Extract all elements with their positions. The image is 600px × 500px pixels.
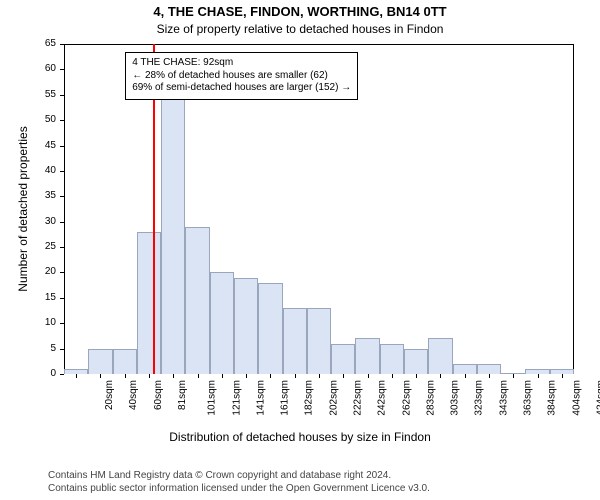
y-tick	[60, 272, 64, 273]
y-tick	[60, 349, 64, 350]
x-tick	[76, 374, 77, 378]
axis-left	[64, 44, 65, 374]
x-axis-label: Distribution of detached houses by size …	[0, 430, 600, 444]
x-tick	[343, 374, 344, 378]
x-tick-label: 384sqm	[547, 380, 558, 416]
axis-right	[573, 44, 574, 374]
x-tick-label: 262sqm	[401, 380, 412, 416]
histogram-bar	[113, 349, 137, 374]
annotation-line: 69% of semi-detached houses are larger (…	[132, 82, 351, 95]
x-tick	[222, 374, 223, 378]
x-tick-label: 283sqm	[425, 380, 436, 416]
x-tick-label: 182sqm	[304, 380, 315, 416]
x-tick	[198, 374, 199, 378]
y-tick	[60, 44, 64, 45]
x-tick-label: 363sqm	[523, 380, 534, 416]
x-tick-label: 161sqm	[280, 380, 291, 416]
x-tick-label: 60sqm	[153, 380, 164, 410]
x-tick	[513, 374, 514, 378]
x-tick-label: 121sqm	[231, 380, 242, 416]
axis-top	[64, 44, 574, 45]
footer-line: Contains HM Land Registry data © Crown c…	[0, 470, 391, 481]
histogram-bar	[210, 272, 234, 374]
x-tick-label: 242sqm	[377, 380, 388, 416]
y-tick	[60, 323, 64, 324]
y-tick	[60, 247, 64, 248]
y-tick	[60, 146, 64, 147]
x-tick	[489, 374, 490, 378]
x-tick	[538, 374, 539, 378]
x-tick	[416, 374, 417, 378]
histogram-bar	[477, 364, 501, 374]
annotation-box: 4 THE CHASE: 92sqm← 28% of detached hous…	[125, 52, 358, 100]
histogram-bar	[428, 338, 452, 374]
x-tick	[562, 374, 563, 378]
histogram-bar	[331, 344, 355, 374]
x-tick-label: 404sqm	[571, 380, 582, 416]
x-tick-label: 81sqm	[177, 380, 188, 410]
chart-title: 4, THE CHASE, FINDON, WORTHING, BN14 0TT	[0, 4, 600, 19]
x-tick	[125, 374, 126, 378]
x-tick-label: 202sqm	[328, 380, 339, 416]
annotation-line: 4 THE CHASE: 92sqm	[132, 57, 351, 70]
x-tick	[440, 374, 441, 378]
x-tick-label: 222sqm	[353, 380, 364, 416]
y-tick	[60, 120, 64, 121]
x-tick-label: 40sqm	[128, 380, 139, 410]
chart-subtitle: Size of property relative to detached ho…	[0, 22, 600, 36]
plot-area: 4 THE CHASE: 92sqm← 28% of detached hous…	[64, 44, 574, 374]
x-tick	[149, 374, 150, 378]
x-tick	[392, 374, 393, 378]
x-tick-label: 424sqm	[595, 380, 600, 416]
y-axis-label: Number of detached properties	[16, 44, 30, 374]
histogram-bar	[234, 278, 258, 374]
histogram-bar	[404, 349, 428, 374]
histogram-bar	[161, 95, 185, 374]
histogram-bar	[258, 283, 282, 374]
x-tick	[295, 374, 296, 378]
histogram-bar	[380, 344, 404, 374]
y-tick	[60, 374, 64, 375]
histogram-bar	[283, 308, 307, 374]
y-tick	[60, 95, 64, 96]
x-tick	[465, 374, 466, 378]
y-tick	[60, 196, 64, 197]
y-tick	[60, 222, 64, 223]
y-tick	[60, 171, 64, 172]
y-tick	[60, 298, 64, 299]
x-tick-label: 303sqm	[450, 380, 461, 416]
annotation-line: ← 28% of detached houses are smaller (62…	[132, 70, 351, 83]
y-tick	[60, 69, 64, 70]
histogram-bar	[355, 338, 379, 374]
x-tick	[246, 374, 247, 378]
x-tick	[270, 374, 271, 378]
histogram-bar	[137, 232, 161, 374]
histogram-bar	[307, 308, 331, 374]
x-tick-label: 20sqm	[104, 380, 115, 410]
histogram-bar	[88, 349, 112, 374]
x-tick-label: 141sqm	[255, 380, 266, 416]
footer-line: Contains public sector information licen…	[0, 483, 430, 494]
histogram-bar	[185, 227, 209, 374]
histogram-bar	[453, 364, 477, 374]
x-tick-label: 323sqm	[474, 380, 485, 416]
x-tick	[368, 374, 369, 378]
x-tick	[319, 374, 320, 378]
x-tick	[100, 374, 101, 378]
x-tick-label: 101sqm	[207, 380, 218, 416]
x-tick	[173, 374, 174, 378]
x-tick-label: 343sqm	[498, 380, 509, 416]
